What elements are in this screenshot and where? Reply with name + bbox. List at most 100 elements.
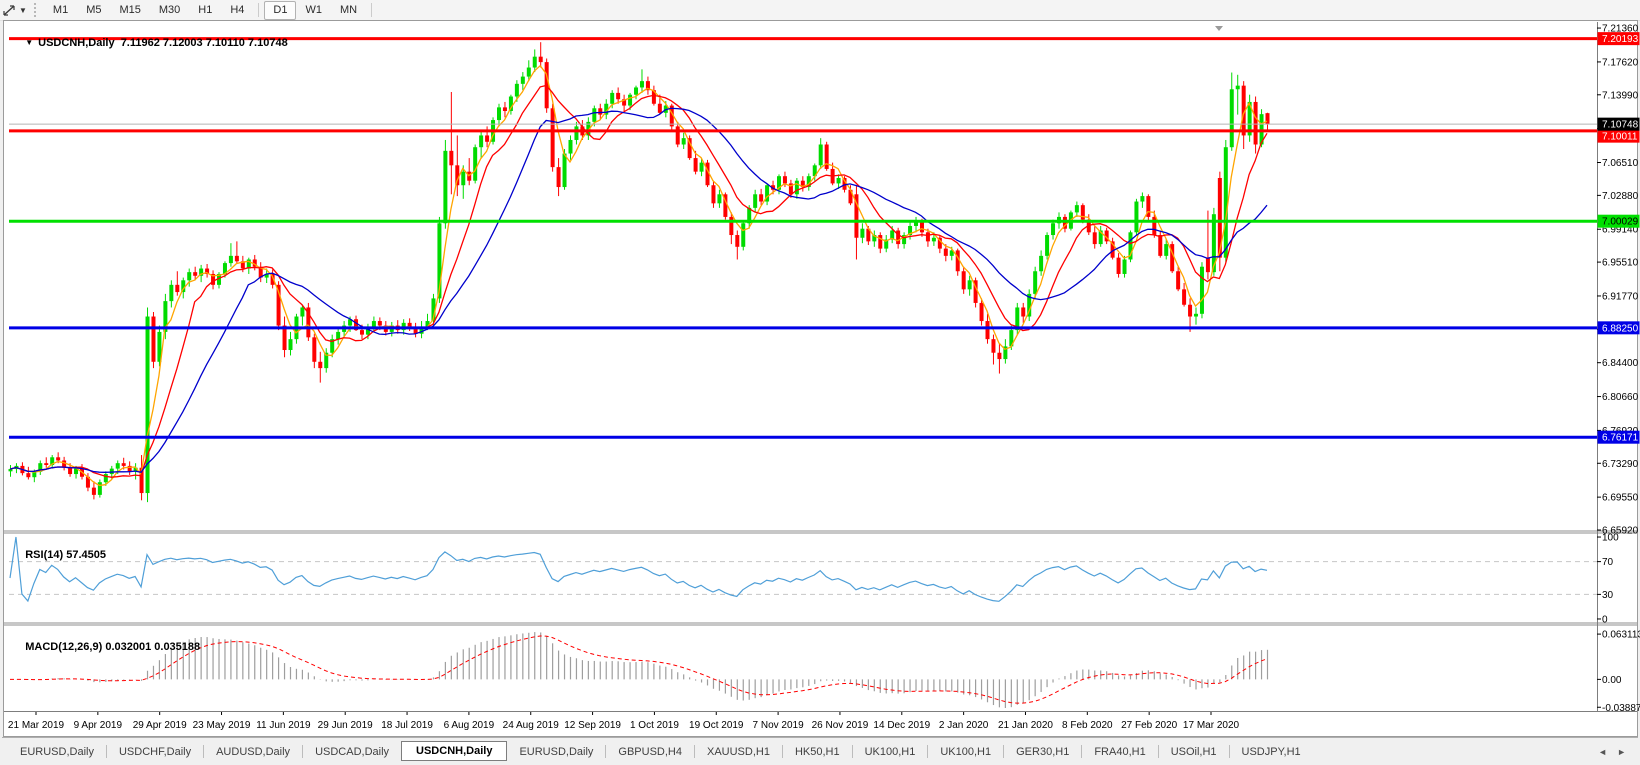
tab-separator [105, 745, 107, 758]
tab-separator [203, 745, 205, 758]
svg-text:21 Mar 2019: 21 Mar 2019 [8, 720, 65, 731]
symbol-tabbar: EURUSD,Daily USDCHF,Daily AUDUSD,Daily USDC… [2, 737, 1638, 765]
tab-usdchf-daily[interactable]: USDCHF,Daily [118, 745, 192, 758]
svg-text:24 Aug 2019: 24 Aug 2019 [503, 720, 560, 731]
price-label-7.00029 [1597, 214, 1640, 228]
svg-text:23 May 2019: 23 May 2019 [193, 720, 251, 731]
svg-text:7.13990: 7.13990 [1602, 90, 1639, 101]
tab-ger30-h1[interactable]: GER30,H1 [1016, 745, 1070, 758]
toolbar-separator [258, 3, 260, 17]
svg-text:7.02880: 7.02880 [1602, 191, 1639, 202]
tab-hk50-h1[interactable]: HK50,H1 [794, 745, 840, 758]
price-label-6.88250 [1597, 321, 1640, 335]
svg-text:14 Dec 2019: 14 Dec 2019 [873, 720, 930, 731]
tab-separator [1157, 745, 1159, 758]
tab-xauusd-h1[interactable]: XAUUSD,H1 [706, 745, 770, 758]
svg-text:6 Aug 2019: 6 Aug 2019 [444, 720, 495, 731]
collapse-caret-icon[interactable]: ▼ [25, 38, 34, 47]
tab-separator [1081, 745, 1083, 758]
svg-text:26 Nov 2019: 26 Nov 2019 [812, 720, 869, 731]
macd-values: 0.032001 0.035188 [105, 641, 201, 653]
tab-uk100-h1[interactable]: UK100,H1 [940, 745, 992, 758]
macd-indicator-label: MACD(12,26,9) 0.032001 0.035188 [13, 629, 200, 665]
svg-text:7.00029: 7.00029 [1602, 217, 1639, 228]
svg-text:7.17620: 7.17620 [1602, 57, 1639, 68]
svg-text:18 Jul 2019: 18 Jul 2019 [381, 720, 433, 731]
svg-text:6.91770: 6.91770 [1602, 291, 1639, 302]
svg-text:7 Nov 2019: 7 Nov 2019 [753, 720, 805, 731]
chart-title: ▼ USDCNH,Daily 7.11962 7.12003 7.10110 7.… [13, 25, 287, 61]
rsi-line [9, 536, 1268, 603]
rsi-value: 57.4505 [66, 549, 106, 561]
svg-text:6.99140: 6.99140 [1602, 225, 1639, 236]
timeframe-button-m15[interactable]: M15 [110, 1, 149, 20]
svg-text:2 Jan 2020: 2 Jan 2020 [939, 720, 989, 731]
svg-text:6.80660: 6.80660 [1602, 392, 1639, 403]
timeframe-toolbar: ▼ M1 M5 M15 M30 H1 H4 D1 W1 MN [0, 0, 1640, 21]
svg-text:7.21360: 7.21360 [1602, 24, 1639, 35]
svg-text:12 Sep 2019: 12 Sep 2019 [564, 720, 621, 731]
svg-text:70: 70 [1602, 557, 1614, 568]
svg-text:11 Jun 2019: 11 Jun 2019 [256, 720, 311, 731]
ma-line-18 [9, 107, 1268, 474]
svg-text:0.00: 0.00 [1602, 675, 1622, 686]
tab-usdcnh-daily[interactable]: USDCNH,Daily [401, 740, 508, 761]
timeframe-button-h1[interactable]: H1 [189, 1, 221, 20]
svg-text:0.063113: 0.063113 [1602, 630, 1640, 641]
tab-uk100-h1[interactable]: UK100,H1 [864, 745, 916, 758]
svg-text:1 Oct 2019: 1 Oct 2019 [630, 720, 679, 731]
svg-text:7.10748: 7.10748 [1602, 120, 1639, 131]
ma-line-9 [9, 84, 1268, 478]
tab-gbpusd-h4[interactable]: GBPUSD,H4 [618, 745, 682, 758]
svg-text:6.95510: 6.95510 [1602, 258, 1639, 269]
current-price-label [1597, 117, 1640, 131]
timeframe-button-h4[interactable]: H4 [221, 1, 253, 20]
tab-usdcad-daily[interactable]: USDCAD,Daily [315, 745, 390, 758]
tab-separator [605, 745, 607, 758]
svg-text:17 Mar 2020: 17 Mar 2020 [1183, 720, 1240, 731]
tool-dropdown-caret-icon[interactable]: ▼ [19, 5, 27, 15]
crosshair-tool-icon[interactable] [1, 3, 18, 18]
svg-text:6.88250: 6.88250 [1602, 323, 1639, 334]
timeframe-button-m1[interactable]: M1 [44, 1, 77, 20]
tab-audusd-daily[interactable]: AUDUSD,Daily [216, 745, 291, 758]
ma-line-4 [9, 64, 1268, 487]
tab-separator [927, 745, 929, 758]
tab-usoil-h1[interactable]: USOil,H1 [1170, 745, 1217, 758]
svg-text:30: 30 [1602, 590, 1614, 601]
svg-text:7.10011: 7.10011 [1602, 132, 1638, 143]
price-label-6.76171 [1597, 430, 1640, 444]
tabs-scroll-right-icon[interactable]: ► [1617, 746, 1626, 757]
svg-text:6.76171: 6.76171 [1602, 433, 1639, 444]
timeframe-button-m30[interactable]: M30 [150, 1, 189, 20]
time-axis: 21 Mar 2019 9 Apr 2019 29 Apr 2019 23 May 2… [8, 712, 1240, 731]
tabs-scroll-left-icon[interactable]: ◄ [1598, 746, 1608, 757]
timeframe-button-m5[interactable]: M5 [77, 1, 110, 20]
tab-eurusd-daily[interactable]: EURUSD,Daily [20, 745, 94, 758]
level-lines[interactable]: 7.20193 7.10011 7.00029 6.88250 6.76171 [9, 32, 1640, 444]
moving-average-lines [9, 64, 1268, 487]
timeframe-button-mn[interactable]: MN [331, 1, 366, 20]
svg-text:6.84400: 6.84400 [1602, 358, 1639, 369]
rsi-name: RSI(14) [25, 549, 64, 561]
svg-text:8 Feb 2020: 8 Feb 2020 [1062, 720, 1113, 731]
chart-symbol-label: USDCNH,Daily [38, 37, 115, 49]
svg-text:100: 100 [1602, 533, 1619, 544]
price-label-7.20193 [1597, 32, 1640, 46]
timeframe-button-w1[interactable]: W1 [296, 1, 331, 20]
macd-panel [9, 632, 1269, 708]
svg-text:9 Apr 2019: 9 Apr 2019 [74, 720, 123, 731]
timeframe-button-d1[interactable]: D1 [264, 0, 297, 20]
tab-separator [851, 745, 853, 758]
svg-text:19 Oct 2019: 19 Oct 2019 [689, 720, 744, 731]
chart-shift-marker-icon [1215, 26, 1223, 31]
tab-eurusd-daily[interactable]: EURUSD,Daily [519, 745, 594, 758]
macd-name: MACD(12,26,9) [25, 641, 103, 653]
tab-usdjpy-h1[interactable]: USDJPY,H1 [1241, 745, 1301, 758]
tab-fra40-h1[interactable]: FRA40,H1 [1094, 745, 1146, 758]
toolbar-grip[interactable] [33, 3, 36, 17]
tab-separator [1003, 745, 1005, 758]
